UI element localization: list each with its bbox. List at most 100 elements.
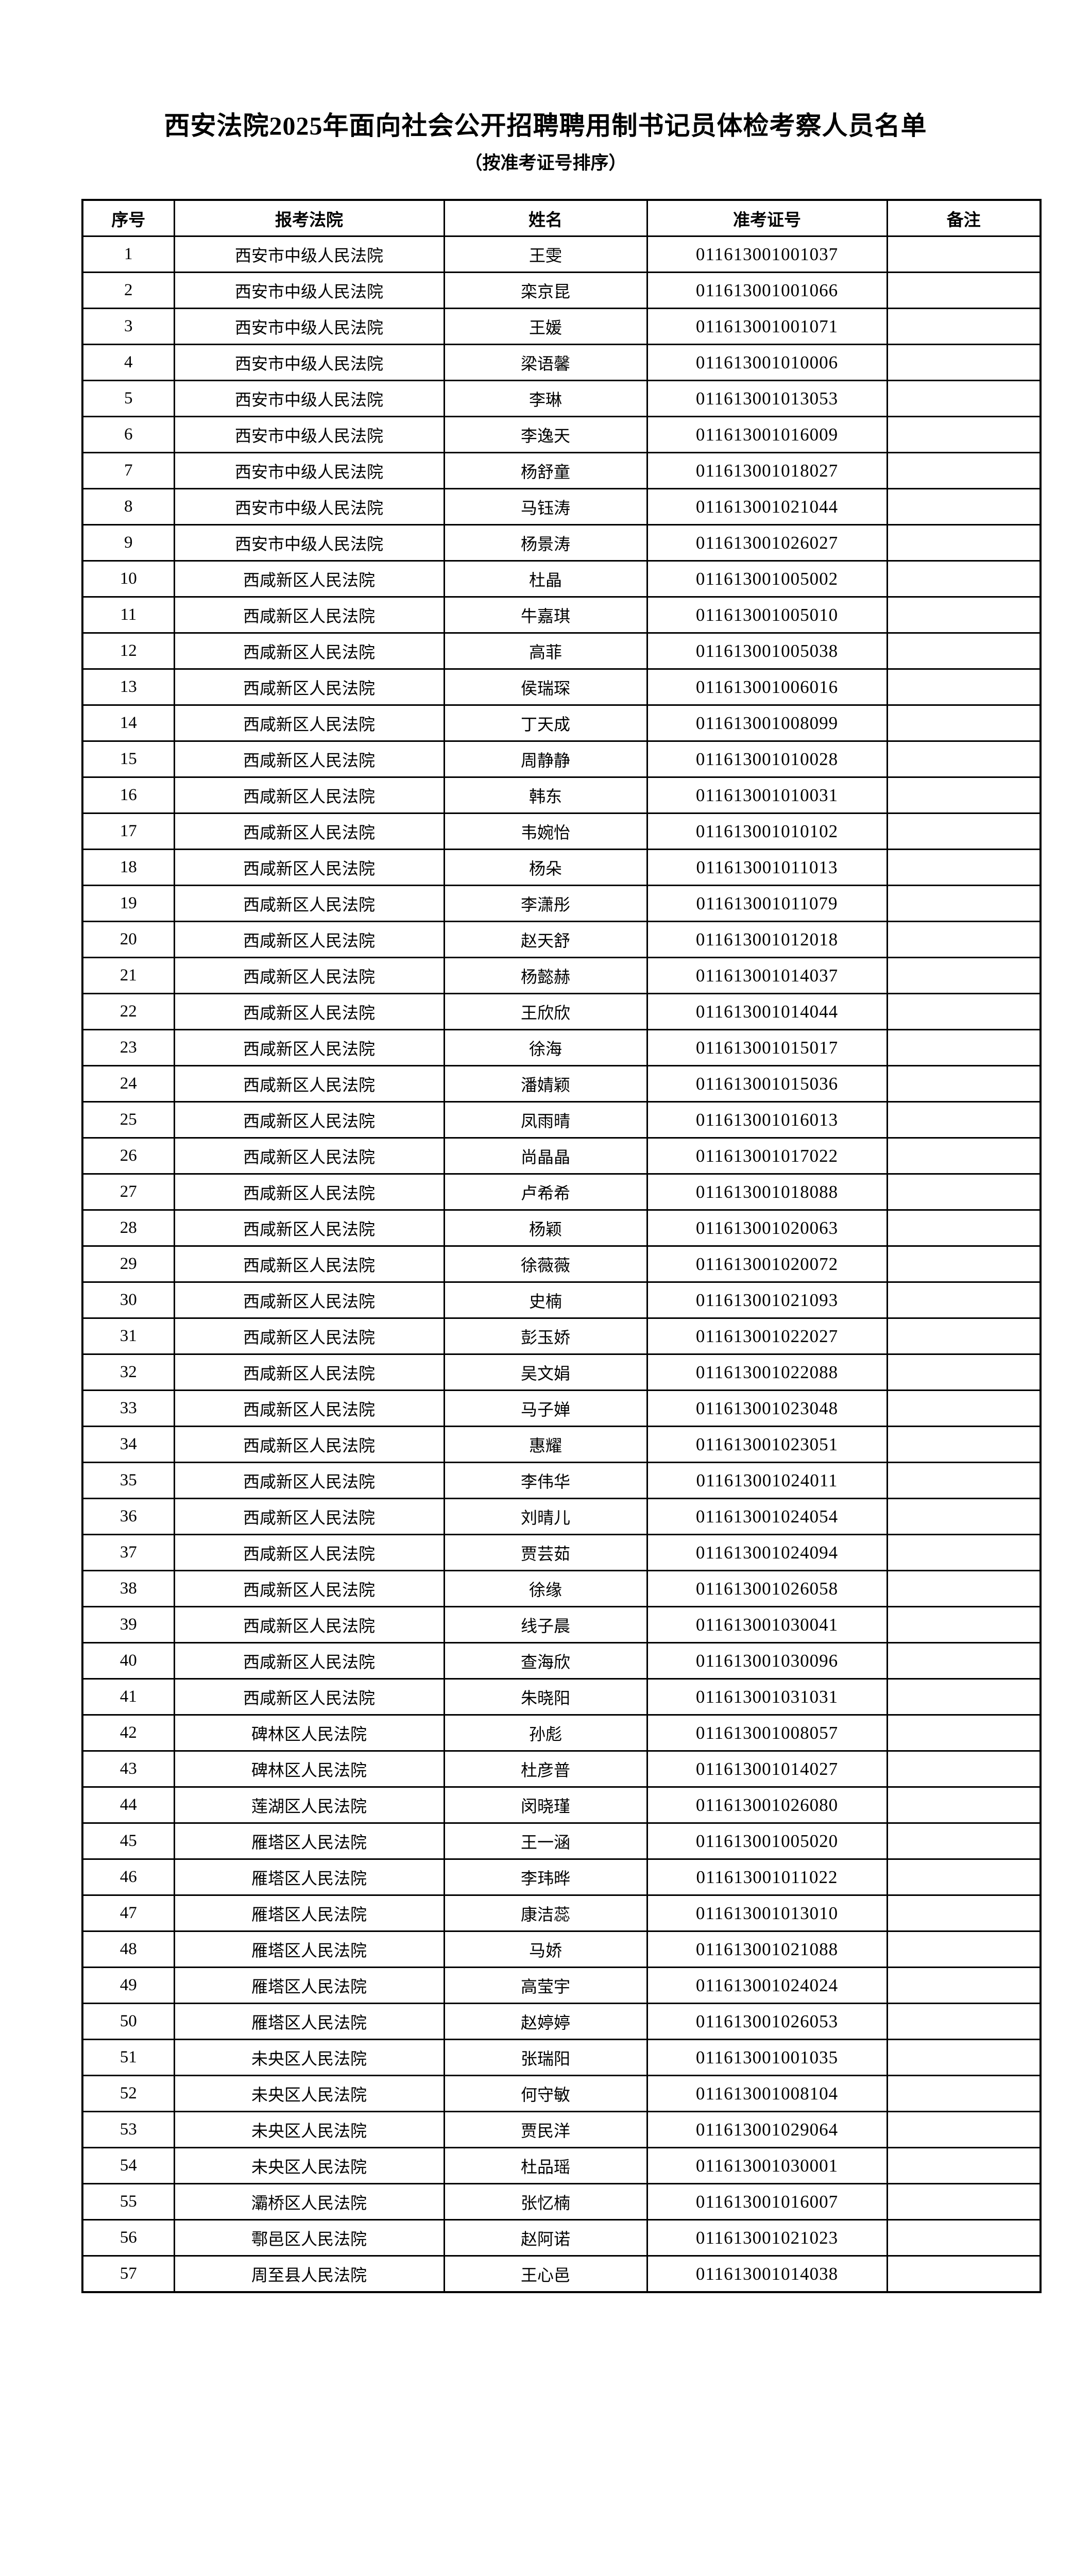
row-court-cell: 西咸新区人民法院 (173, 1462, 445, 1499)
row-seq-cell: 54 (81, 2147, 175, 2184)
row-name-cell: 闵晓瑾 (443, 1786, 648, 1824)
row-ticket-cell: 011613001022027 (646, 1317, 888, 1355)
row-seq-cell: 27 (81, 1173, 175, 1211)
row-seq-cell: 34 (81, 1426, 175, 1463)
row-name-cell: 线子晨 (443, 1606, 648, 1643)
table-row: 15 西咸新区人民法院 周静静 011613001010028 (81, 740, 1042, 778)
row-name-cell: 李琳 (443, 380, 648, 417)
row-court-cell: 西安市中级人民法院 (173, 272, 445, 309)
row-ticket-cell: 011613001030041 (646, 1606, 888, 1643)
row-name-cell: 马娇 (443, 1930, 648, 1968)
table-row: 16 西咸新区人民法院 韩东 011613001010031 (81, 776, 1042, 814)
row-remark-cell (886, 1353, 1042, 1391)
row-name-cell: 侯瑞琛 (443, 668, 648, 706)
table-row: 38 西咸新区人民法院 徐缘 011613001026058 (81, 1570, 1042, 1607)
row-seq-cell: 3 (81, 308, 175, 345)
row-seq-cell: 42 (81, 1714, 175, 1752)
row-court-cell: 西安市中级人民法院 (173, 235, 445, 273)
row-seq-cell: 18 (81, 849, 175, 886)
row-remark-cell (886, 1281, 1042, 1319)
table-row: 41 西咸新区人民法院 朱晓阳 011613001031031 (81, 1678, 1042, 1716)
table-row: 49 雁塔区人民法院 高莹宇 011613001024024 (81, 1967, 1042, 2004)
row-name-cell: 潘婧颖 (443, 1065, 648, 1103)
row-name-cell: 徐海 (443, 1029, 648, 1066)
row-name-cell: 马钰涛 (443, 488, 648, 526)
table-row: 52 未央区人民法院 何守敏 011613001008104 (81, 2075, 1042, 2112)
row-court-cell: 西咸新区人民法院 (173, 1498, 445, 1535)
row-ticket-cell: 011613001014027 (646, 1750, 888, 1788)
table-row: 53 未央区人民法院 贾民洋 011613001029064 (81, 2111, 1042, 2148)
row-name-cell: 杨颖 (443, 1209, 648, 1247)
row-name-cell: 史楠 (443, 1281, 648, 1319)
row-court-cell: 西咸新区人民法院 (173, 1173, 445, 1211)
row-name-cell: 刘晴儿 (443, 1498, 648, 1535)
row-name-cell: 朱晓阳 (443, 1678, 648, 1716)
row-court-cell: 西咸新区人民法院 (173, 812, 445, 850)
page-subtitle: （按准考证号排序） (464, 152, 627, 173)
row-remark-cell (886, 740, 1042, 778)
row-court-cell: 灞桥区人民法院 (173, 2183, 445, 2221)
row-court-cell: 西咸新区人民法院 (173, 704, 445, 742)
row-court-cell: 周至县人民法院 (173, 2255, 445, 2293)
row-name-cell: 李逸天 (443, 416, 648, 453)
row-ticket-cell: 011613001030096 (646, 1642, 888, 1680)
row-court-cell: 雁塔区人民法院 (173, 2003, 445, 2040)
row-seq-cell: 47 (81, 1894, 175, 1932)
row-remark-cell (886, 849, 1042, 886)
row-ticket-cell: 011613001024054 (646, 1498, 888, 1535)
row-court-cell: 西安市中级人民法院 (173, 380, 445, 417)
row-seq-cell: 20 (81, 921, 175, 958)
row-ticket-cell: 011613001024011 (646, 1462, 888, 1499)
row-court-cell: 西安市中级人民法院 (173, 488, 445, 526)
row-ticket-cell: 011613001010031 (646, 776, 888, 814)
row-court-cell: 西咸新区人民法院 (173, 1642, 445, 1680)
table-row: 20 西咸新区人民法院 赵天舒 011613001012018 (81, 921, 1042, 958)
table-row: 54 未央区人民法院 杜品瑶 011613001030001 (81, 2147, 1042, 2184)
row-seq-cell: 24 (81, 1065, 175, 1103)
table-header: 序号 报考法院 姓名 准考证号 备注 (81, 199, 1042, 237)
row-ticket-cell: 011613001005002 (646, 560, 888, 598)
row-court-cell: 西咸新区人民法院 (173, 1029, 445, 1066)
table-row: 13 西咸新区人民法院 侯瑞琛 011613001006016 (81, 668, 1042, 706)
row-remark-cell (886, 2219, 1042, 2257)
table-row: 43 碑林区人民法院 杜彦普 011613001014027 (81, 1750, 1042, 1788)
row-ticket-cell: 011613001014044 (646, 993, 888, 1030)
row-remark-cell (886, 1462, 1042, 1499)
table-row: 10 西咸新区人民法院 杜晶 011613001005002 (81, 560, 1042, 598)
row-remark-cell (886, 1209, 1042, 1247)
table-row: 19 西咸新区人民法院 李潇彤 011613001011079 (81, 885, 1042, 922)
row-seq-cell: 53 (81, 2111, 175, 2148)
table-row: 31 西咸新区人民法院 彭玉娇 011613001022027 (81, 1317, 1042, 1355)
row-ticket-cell: 011613001006016 (646, 668, 888, 706)
row-name-cell: 高菲 (443, 632, 648, 670)
table-row: 46 雁塔区人民法院 李玮晔 011613001011022 (81, 1858, 1042, 1896)
row-remark-cell (886, 1678, 1042, 1716)
row-remark-cell (886, 308, 1042, 345)
row-seq-cell: 23 (81, 1029, 175, 1066)
row-ticket-cell: 011613001008057 (646, 1714, 888, 1752)
row-seq-cell: 43 (81, 1750, 175, 1788)
table-row: 44 莲湖区人民法院 闵晓瑾 011613001026080 (81, 1786, 1042, 1824)
row-name-cell: 贾民洋 (443, 2111, 648, 2148)
row-ticket-cell: 011613001012018 (646, 921, 888, 958)
row-ticket-cell: 011613001026053 (646, 2003, 888, 2040)
row-court-cell: 西咸新区人民法院 (173, 1534, 445, 1571)
row-ticket-cell: 011613001015017 (646, 1029, 888, 1066)
row-seq-cell: 41 (81, 1678, 175, 1716)
table-row: 34 西咸新区人民法院 惠耀 011613001023051 (81, 1426, 1042, 1463)
table-row: 27 西咸新区人民法院 卢希希 011613001018088 (81, 1173, 1042, 1211)
row-court-cell: 西安市中级人民法院 (173, 308, 445, 345)
row-remark-cell (886, 560, 1042, 598)
row-remark-cell (886, 1786, 1042, 1824)
row-remark-cell (886, 1426, 1042, 1463)
header-row: 序号 报考法院 姓名 准考证号 备注 (81, 199, 1042, 237)
row-remark-cell (886, 1606, 1042, 1643)
table-row: 32 西咸新区人民法院 吴文娟 011613001022088 (81, 1353, 1042, 1391)
row-ticket-cell: 011613001016007 (646, 2183, 888, 2221)
row-name-cell: 杨懿赫 (443, 957, 648, 994)
row-seq-cell: 15 (81, 740, 175, 778)
row-name-cell: 牛嘉琪 (443, 596, 648, 634)
row-seq-cell: 4 (81, 344, 175, 381)
row-ticket-cell: 011613001018027 (646, 452, 888, 489)
